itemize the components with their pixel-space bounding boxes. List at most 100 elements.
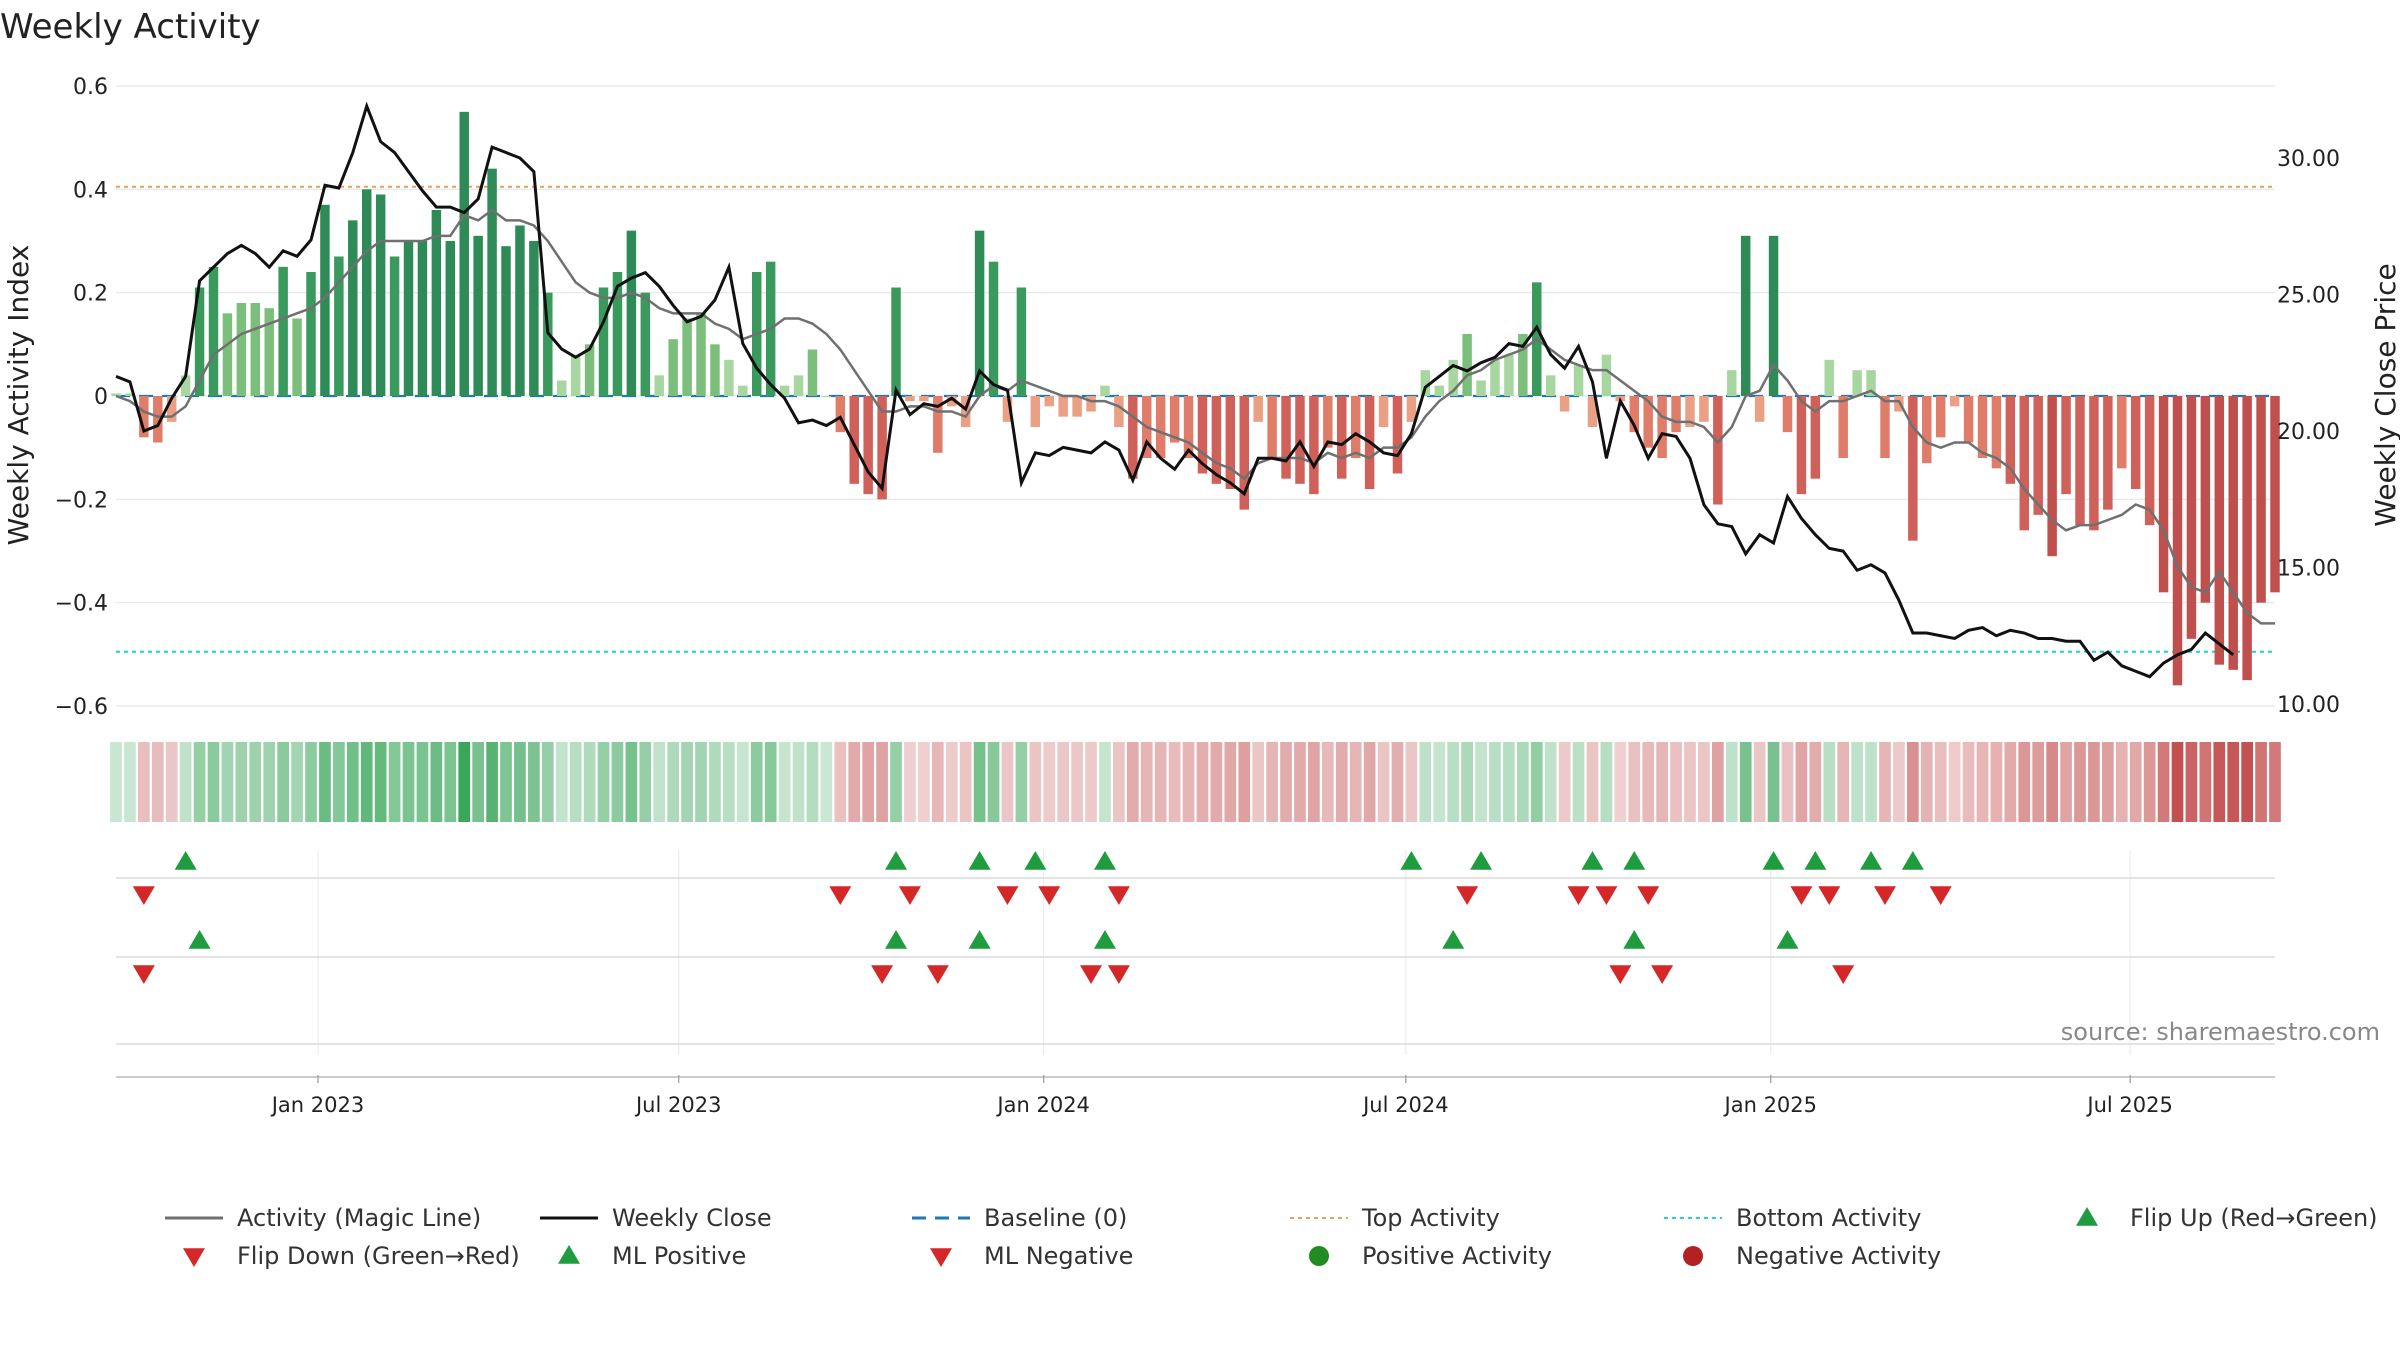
activity-bar bbox=[473, 235, 483, 396]
flip-down-marker bbox=[996, 886, 1019, 905]
y2-tick-label: 15.00 bbox=[2277, 557, 2340, 582]
x-tick-label: Jan 2025 bbox=[1723, 1093, 1818, 1117]
activity-bar bbox=[1337, 396, 1347, 479]
flip-down-marker bbox=[1567, 886, 1590, 905]
heat-strip-cell bbox=[2060, 742, 2072, 822]
activity-bar bbox=[1629, 396, 1640, 433]
heat-strip-cell bbox=[959, 742, 972, 822]
flip-down-marker bbox=[1637, 886, 1660, 905]
activity-bar bbox=[584, 344, 595, 396]
ml-negative-marker bbox=[1609, 965, 1632, 984]
activity-bar bbox=[1991, 396, 2002, 469]
heat-strip-cell bbox=[346, 742, 359, 822]
flip-up-marker bbox=[1804, 851, 1827, 870]
activity-bar bbox=[1434, 385, 1444, 396]
heat-strip-cell bbox=[1948, 742, 1961, 822]
heat-strip-cell bbox=[305, 742, 317, 822]
activity-bar bbox=[1587, 396, 1598, 427]
heat-strip-cell bbox=[1043, 742, 1056, 822]
activity-bar bbox=[1002, 396, 1013, 422]
heat-strip-cell bbox=[1335, 742, 1348, 822]
heat-strip-cell bbox=[528, 742, 540, 822]
legend-label: Bottom Activity bbox=[1736, 1204, 1921, 1232]
flip-up-marker bbox=[174, 851, 197, 870]
activity-bar bbox=[1713, 396, 1723, 505]
activity-bar bbox=[306, 272, 316, 396]
activity-bar bbox=[570, 354, 581, 396]
activity-bar bbox=[543, 292, 553, 396]
heat-strip-cell bbox=[1656, 742, 1668, 822]
heat-strip-cell bbox=[848, 742, 861, 822]
heat-strip-cell bbox=[1182, 742, 1195, 822]
signal-markers bbox=[132, 851, 1952, 984]
activity-bar bbox=[1935, 396, 1946, 438]
magic-line bbox=[115, 208, 2275, 625]
heat-strip-cell bbox=[2157, 742, 2170, 822]
heat-strip-cell bbox=[1823, 742, 1836, 822]
flip-up-marker bbox=[1470, 851, 1493, 870]
x-tick-label: Jul 2023 bbox=[634, 1093, 721, 1117]
activity-bar bbox=[1378, 396, 1389, 427]
flip-down-marker bbox=[1107, 886, 1130, 905]
flip-down-marker bbox=[1790, 886, 1813, 905]
activity-bar bbox=[1253, 396, 1263, 422]
activity-bar bbox=[1559, 396, 1570, 412]
heat-strip-cell bbox=[1113, 742, 1125, 822]
activity-bar bbox=[1225, 396, 1236, 489]
legend-swatch bbox=[2076, 1207, 2098, 1226]
heat-strip-cell bbox=[1516, 742, 1529, 822]
activity-bar bbox=[1573, 365, 1584, 396]
activity-bar bbox=[348, 220, 358, 396]
activity-bar bbox=[640, 292, 651, 396]
activity-bar bbox=[1824, 359, 1835, 396]
heat-strip-cell bbox=[1781, 742, 1794, 822]
heat-strip-cell bbox=[1405, 742, 1418, 822]
heat-strip-cell bbox=[1308, 742, 1320, 822]
activity-bar bbox=[208, 266, 219, 396]
heat-strip-cell bbox=[2199, 742, 2212, 822]
flip-up-marker bbox=[1400, 851, 1423, 870]
heat-strip-cell bbox=[1642, 742, 1655, 822]
heat-strip-cell bbox=[750, 742, 763, 822]
heat-strip-cell bbox=[1670, 742, 1682, 822]
heat-strip-cell bbox=[1962, 742, 1975, 822]
activity-bar bbox=[933, 396, 943, 453]
activity-bar bbox=[1977, 396, 1988, 458]
heat-strip-cell bbox=[1628, 742, 1641, 822]
legend-swatch bbox=[930, 1248, 952, 1267]
flip-up-marker bbox=[1901, 851, 1924, 870]
legend-label: Weekly Close bbox=[612, 1204, 772, 1232]
activity-bars bbox=[111, 111, 2280, 686]
activity-bar bbox=[2005, 396, 2016, 484]
heat-strip-cell bbox=[291, 742, 303, 822]
heat-strip-cell bbox=[1906, 742, 1919, 822]
activity-bar bbox=[1880, 396, 1890, 458]
heat-strip-cell bbox=[1349, 742, 1362, 822]
activity-bar bbox=[445, 241, 456, 396]
heat-strip-cell bbox=[263, 742, 276, 822]
heat-strip-cell bbox=[2032, 742, 2045, 822]
activity-bar bbox=[1169, 396, 1180, 443]
legend-label: ML Negative bbox=[984, 1242, 1133, 1270]
heat-strip-cell bbox=[1029, 742, 1042, 822]
flip-down-marker bbox=[1038, 886, 1061, 905]
heat-strip-cell bbox=[667, 742, 680, 822]
heat-strip-cell bbox=[2269, 742, 2281, 822]
y-axis-ticks: 0.6 0.4 0.2 0 −0.2 −0.4 −0.6 bbox=[55, 75, 108, 720]
activity-bar bbox=[278, 266, 288, 396]
activity-bar bbox=[2172, 396, 2183, 686]
heat-strip-cell bbox=[764, 742, 777, 822]
heat-strip-cell bbox=[2241, 742, 2253, 822]
heat-strip-cell bbox=[1530, 742, 1543, 822]
heat-strip-cell bbox=[834, 742, 847, 822]
ml-negative-marker bbox=[1651, 965, 1674, 984]
ml-positive-marker bbox=[968, 930, 991, 949]
flip-up-marker bbox=[1093, 851, 1116, 870]
flip-down-marker bbox=[1456, 886, 1479, 905]
activity-bar bbox=[1657, 396, 1667, 458]
activity-bar bbox=[236, 303, 247, 396]
y2-axis-label: Weekly Close Price bbox=[2369, 263, 2400, 526]
heat-strip-cell bbox=[319, 742, 331, 822]
activity-bar bbox=[431, 210, 442, 396]
ml-positive-marker bbox=[188, 930, 211, 949]
